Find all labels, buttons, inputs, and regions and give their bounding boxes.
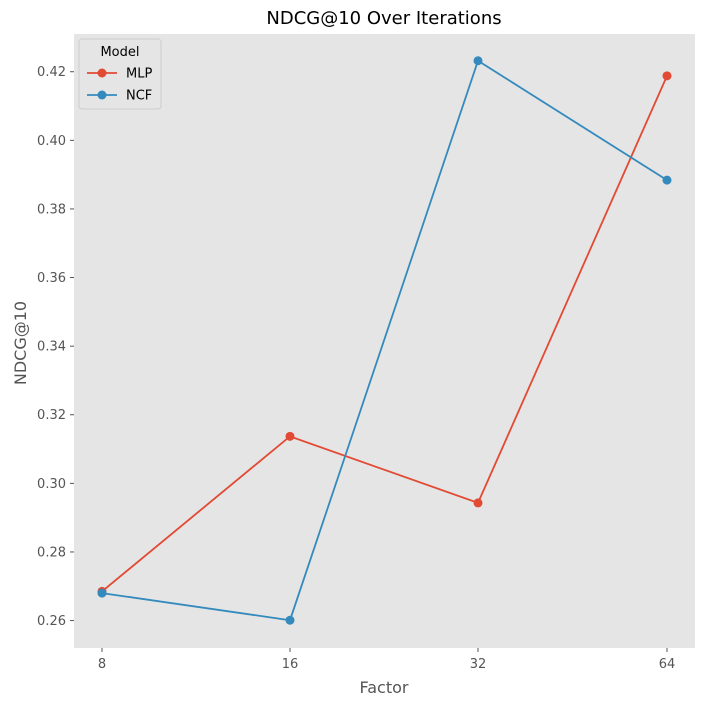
data-point-mlp — [285, 431, 295, 441]
legend-label-mlp: MLP — [126, 67, 152, 82]
legend-label-ncf: NCF — [126, 89, 152, 104]
y-tick-label: 0.30 — [37, 477, 66, 492]
y-tick-label: 0.40 — [37, 134, 66, 149]
x-tick-label: 32 — [470, 657, 487, 672]
y-axis-label: NDCG@10 — [11, 301, 30, 385]
chart-title: NDCG@10 Over Iterations — [266, 8, 501, 29]
x-axis-label: Factor — [360, 678, 409, 697]
y-tick-label: 0.36 — [37, 271, 66, 286]
x-tick-label: 16 — [282, 657, 299, 672]
legend: Model MLP NCF — [78, 38, 162, 110]
x-tick-label: 64 — [659, 657, 676, 672]
legend-marker-ncf — [97, 90, 107, 100]
y-axis: 0.26 0.28 0.30 0.32 0.34 0.36 0.38 0.40 0.42 — [37, 65, 74, 629]
series-line-mlp — [101, 75, 668, 593]
legend-marker-mlp — [97, 68, 107, 78]
data-point-mlp — [662, 71, 672, 81]
y-tick-label: 0.26 — [37, 614, 66, 629]
y-tick-label: 0.32 — [37, 408, 66, 423]
data-point-mlp — [473, 498, 483, 508]
data-point-ncf — [473, 56, 483, 66]
y-tick-label: 0.34 — [37, 340, 66, 355]
series-layer — [97, 56, 672, 625]
y-tick-label: 0.28 — [37, 545, 66, 560]
y-tick-label: 0.38 — [37, 202, 66, 217]
y-tick-label: 0.42 — [37, 65, 66, 80]
data-point-ncf — [97, 588, 107, 598]
legend-entries: MLP NCF — [87, 67, 152, 104]
legend-title: Model — [100, 45, 139, 60]
x-axis: 8 16 32 64 — [98, 648, 675, 672]
data-point-ncf — [285, 615, 295, 625]
series-line-ncf — [101, 59, 668, 622]
x-tick-label: 8 — [98, 657, 106, 672]
data-point-ncf — [662, 175, 672, 185]
